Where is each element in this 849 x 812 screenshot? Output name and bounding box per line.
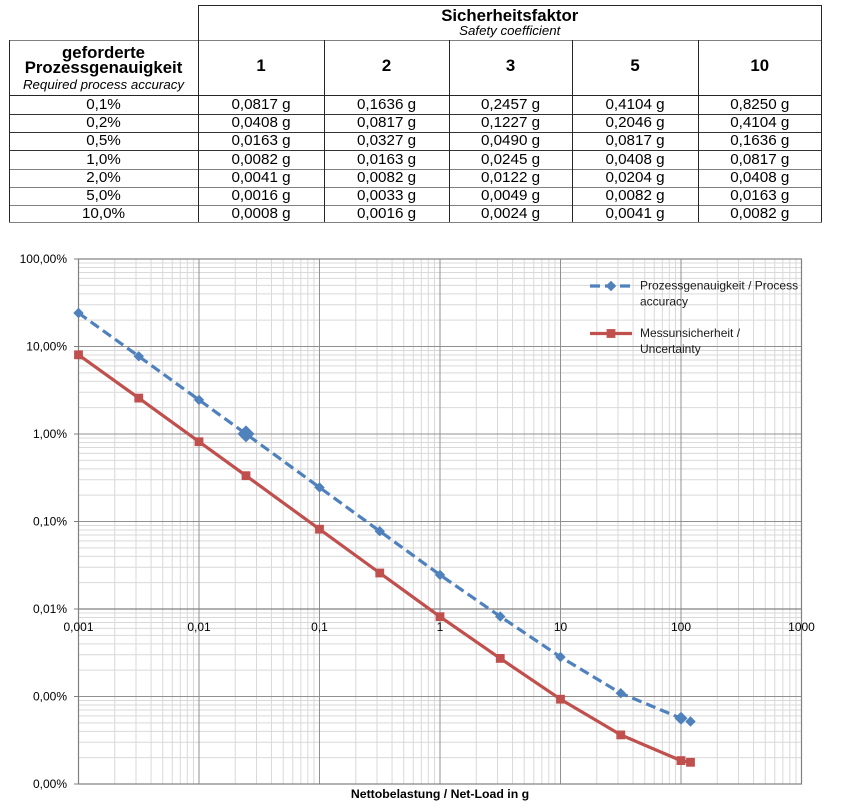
svg-text:100: 100 (671, 620, 691, 634)
svg-text:Prozessgenauigkeit / Process: Prozessgenauigkeit / Process (640, 279, 798, 293)
svg-text:100,00%: 100,00% (20, 252, 68, 266)
svg-text:0,001: 0,001 (63, 620, 93, 634)
svg-text:1: 1 (437, 620, 444, 634)
svg-text:0,01: 0,01 (187, 620, 211, 634)
svg-text:0,01%: 0,01% (33, 602, 67, 616)
svg-text:0,10%: 0,10% (33, 515, 67, 529)
svg-text:1000: 1000 (788, 620, 815, 634)
svg-text:1,00%: 1,00% (33, 427, 67, 441)
svg-text:accuracy: accuracy (640, 295, 688, 309)
svg-text:Uncertainty: Uncertainty (640, 342, 701, 356)
svg-text:Nettobelastung / Net-Load in g: Nettobelastung / Net-Load in g (351, 787, 529, 801)
svg-text:0,00%: 0,00% (33, 777, 67, 791)
svg-text:0,00%: 0,00% (33, 690, 67, 704)
svg-text:Messunsicherheit /: Messunsicherheit / (640, 326, 741, 340)
svg-text:0,1: 0,1 (311, 620, 328, 634)
svg-text:10: 10 (554, 620, 568, 634)
svg-text:10,00%: 10,00% (26, 340, 67, 354)
